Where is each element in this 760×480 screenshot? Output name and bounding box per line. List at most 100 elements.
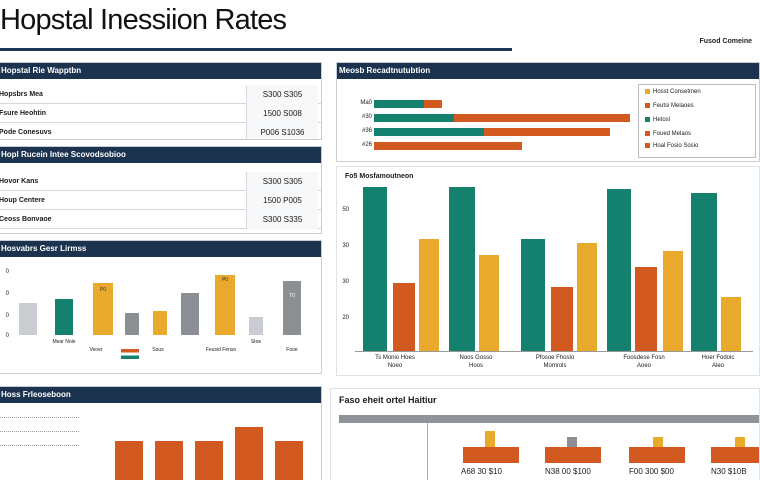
hospital-rate-panel: Hopstal Rie Wapptbn Hopsbrs Mea S300 S30… bbox=[0, 62, 322, 140]
bar-label: T0 bbox=[289, 293, 295, 299]
bar-segment bbox=[374, 100, 424, 108]
chart-bar bbox=[215, 275, 235, 335]
bar-segment bbox=[374, 114, 454, 122]
chart-bar bbox=[363, 187, 387, 351]
bar-segment bbox=[424, 100, 442, 108]
legend-item: Foued Melaos bbox=[645, 131, 691, 137]
chart-bar bbox=[721, 297, 741, 351]
row-label: Hovor Kans bbox=[0, 178, 39, 185]
legend-item: Feutsi Melaoes bbox=[645, 103, 694, 109]
chart-bar bbox=[19, 303, 37, 335]
corner-label: Fusod Comeine bbox=[699, 38, 752, 45]
panel-title: Faso eheit ortel Haitiur bbox=[339, 395, 437, 405]
panel-header: Hopl Rucein Intee Scovodsobioo bbox=[0, 147, 321, 163]
swatch bbox=[121, 349, 139, 359]
chart-bar bbox=[551, 287, 573, 351]
chart-bar bbox=[653, 437, 663, 447]
category-label: Aoeo bbox=[636, 363, 651, 369]
row-value: S300 S305 bbox=[246, 85, 318, 104]
bar-label: P0 bbox=[221, 277, 229, 283]
chart-bar bbox=[93, 283, 113, 335]
chart-bar bbox=[485, 431, 495, 447]
category-label: Noos Gosso bbox=[459, 355, 493, 361]
chart-bar bbox=[735, 437, 745, 447]
chart-bar bbox=[249, 317, 263, 335]
chart-bar bbox=[449, 187, 475, 351]
table-row[interactable]: Ceoss Bonvaoe S300 S335 bbox=[0, 210, 321, 229]
table-row[interactable]: Hovor Kans S300 S305 bbox=[0, 172, 321, 191]
axis-tick: 50 bbox=[342, 207, 349, 213]
chart-bar bbox=[181, 293, 199, 335]
chart-bar bbox=[479, 255, 499, 351]
bottom-right-panel: Faso eheit ortel Haitiur A68 30 $10 N38 … bbox=[330, 388, 760, 480]
chart-bar bbox=[635, 267, 657, 351]
row-label: Ma0 bbox=[360, 100, 372, 106]
bar-segment bbox=[374, 142, 522, 150]
chart-bar bbox=[125, 313, 139, 335]
hbar-row: #26 bbox=[336, 142, 636, 150]
axis-tick: 0 bbox=[5, 333, 9, 339]
table-row[interactable]: Pode Conesuvs P006 S1036 bbox=[0, 123, 321, 139]
hbar-row: #36 bbox=[336, 128, 636, 136]
category-label: Veoer bbox=[89, 347, 103, 353]
chart-bar bbox=[55, 299, 73, 335]
table-row[interactable]: Hopsbrs Mea S300 S305 bbox=[0, 85, 321, 104]
category-label: Pfosoe Fhoslo bbox=[535, 355, 575, 361]
panel-header: Meosb Recadtnutubtion bbox=[337, 63, 759, 79]
chart-bar bbox=[195, 441, 223, 480]
chart-bar bbox=[419, 239, 439, 351]
bar-segment bbox=[484, 128, 610, 136]
main-grouped-bar-panel: Fo5 Mosfamoutneon 50 30 30 20 Ts Monio H… bbox=[336, 166, 760, 376]
row-value: S300 S335 bbox=[246, 210, 318, 229]
bar-segment bbox=[454, 114, 630, 122]
chart-bar bbox=[567, 437, 577, 447]
category-label: Foosdese Fosn bbox=[623, 355, 665, 361]
row-label: #36 bbox=[361, 128, 372, 134]
chart-bar bbox=[275, 441, 303, 480]
bar-value: N38 00 $100 bbox=[545, 467, 591, 476]
axis-tick: 20 bbox=[342, 315, 349, 321]
bar-segment bbox=[374, 128, 484, 136]
category-label: Feusid Fenso bbox=[205, 347, 237, 353]
panel-header: Hosvabrs Gesr Lirmss bbox=[0, 241, 321, 257]
category-label: Sous bbox=[152, 347, 164, 353]
row-label: Ceoss Bonvaoe bbox=[0, 216, 52, 223]
category-label: Hoer Fodoic bbox=[701, 355, 735, 361]
row-label: Hopsbrs Mea bbox=[0, 91, 43, 98]
row-value: 1500 P005 bbox=[246, 191, 318, 210]
category-label: Ts Monio Hoes bbox=[375, 355, 415, 361]
row-label: Pode Conesuvs bbox=[0, 129, 52, 136]
category-label: Mear Nole bbox=[52, 339, 76, 345]
row-value: S300 S305 bbox=[246, 172, 318, 191]
chart-bar bbox=[545, 447, 601, 463]
chart-bar bbox=[283, 281, 301, 335]
hbar-row: #30 bbox=[336, 114, 636, 122]
legend-item: Hosst Consetmen bbox=[645, 89, 701, 95]
chart-bar bbox=[607, 189, 631, 351]
category-label: Hoos bbox=[468, 363, 483, 369]
hospital-release-panel: Hoss Frleoseboon bbox=[0, 386, 322, 480]
row-label: Fsure Heohtin bbox=[0, 110, 47, 117]
table-row[interactable]: Houp Centere 1500 P005 bbox=[0, 191, 321, 210]
bar-value: F00 300 $00 bbox=[629, 467, 674, 476]
row-label: #30 bbox=[361, 114, 372, 120]
table-row[interactable]: Fsure Heohtin 1500 S008 bbox=[0, 104, 321, 123]
legend-item: Hoal Fosio Sosio bbox=[645, 143, 698, 149]
legend-item: Hetosl bbox=[645, 117, 670, 123]
chart-bar bbox=[463, 447, 519, 463]
chart-bar bbox=[521, 239, 545, 351]
row-label: #26 bbox=[361, 142, 372, 148]
legend: Hosst Consetmen Feutsi Melaoes Hetosl Fo… bbox=[638, 84, 756, 158]
hospital-inlet-panel: Hopl Rucein Intee Scovodsobioo Hovor Kan… bbox=[0, 146, 322, 234]
chart-bar bbox=[393, 283, 415, 351]
title-divider bbox=[0, 48, 512, 51]
chart-bar bbox=[663, 251, 683, 351]
axis-tick: 30 bbox=[342, 243, 349, 249]
row-label: Houp Centere bbox=[0, 197, 45, 204]
bar-value: A68 30 $10 bbox=[461, 467, 502, 476]
axis-tick: 0 bbox=[5, 313, 9, 319]
chart-bar bbox=[577, 243, 597, 351]
panel-header: Hopstal Rie Wapptbn bbox=[0, 63, 321, 79]
row-value: P006 S1036 bbox=[246, 123, 318, 139]
